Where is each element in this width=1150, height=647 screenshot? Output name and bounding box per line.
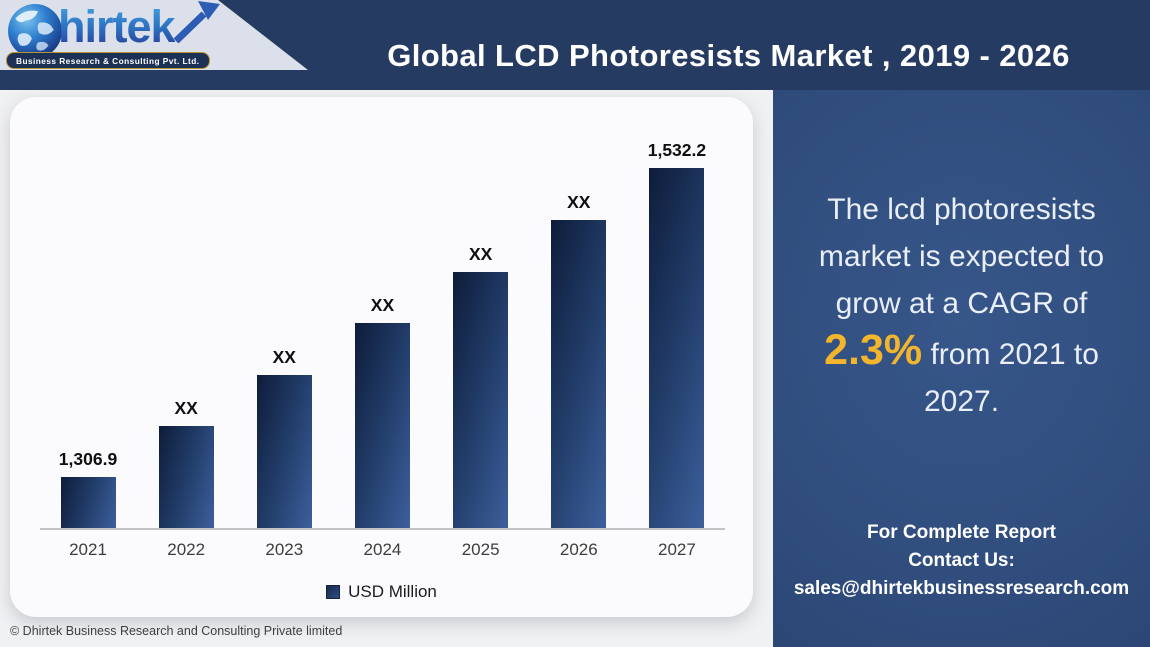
legend-color-swatch <box>326 585 341 599</box>
sidebar: The lcd photoresists market is expected … <box>773 90 1150 647</box>
chart-legend: USD Million <box>10 582 753 602</box>
summary-line-rest: from 2021 to <box>930 338 1099 371</box>
x-tick-2023: 2023 <box>265 540 304 559</box>
bar-value-label-2023: XX <box>272 347 296 367</box>
bar-2027[interactable] <box>649 168 705 528</box>
bar-group-2022: XX <box>138 398 234 528</box>
summary-line-cagr: 2.3% from 2021 to <box>787 327 1136 378</box>
bars-row: 1,306.9 XX XX XX XX XX 1,532.2 <box>40 120 725 530</box>
legend-label: USD Million <box>348 582 437 601</box>
bar-2024[interactable] <box>354 323 410 528</box>
copyright-note: © Dhirtek Business Research and Consulti… <box>10 624 343 638</box>
header-banner: hirtek Business Research & Consulting Pv… <box>0 0 1150 90</box>
bar-2026[interactable] <box>551 220 607 528</box>
company-logo: hirtek Business Research & Consulting Pv… <box>0 0 308 70</box>
page-title: Global LCD Photoresists Market , 2019 - … <box>387 38 1070 73</box>
bar-group-2027: 1,532.2 <box>629 140 725 528</box>
contact-email[interactable]: sales@dhirtekbusinessresearch.com <box>793 578 1130 599</box>
market-summary: The lcd photoresists market is expected … <box>773 90 1150 425</box>
x-axis-ticks: 2021 2022 2023 2024 2025 2026 2027 <box>40 540 725 560</box>
x-tick-2025: 2025 <box>461 540 500 559</box>
bar-value-label-2025: XX <box>468 244 493 264</box>
bar-group-2021: 1,306.9 <box>40 449 136 528</box>
bar-2025[interactable] <box>453 272 509 528</box>
growth-arrow-icon <box>173 1 220 43</box>
x-tick-2024: 2024 <box>363 540 402 559</box>
bar-value-label-2024: XX <box>370 295 395 315</box>
contact-block: For Complete Report Contact Us: sales@dh… <box>773 519 1150 603</box>
brand-wordmark: hirtek <box>58 1 176 52</box>
x-tick-2027: 2027 <box>658 540 696 559</box>
summary-line: 2027. <box>923 385 1000 418</box>
x-tick-2022: 2022 <box>167 540 206 559</box>
bar-value-label-2027: 1,532.2 <box>647 140 707 160</box>
bar-2022[interactable] <box>158 426 214 528</box>
summary-line: The lcd photoresists <box>827 193 1096 226</box>
logo-tagline: Business Research & Consulting Pvt. Ltd. <box>6 52 210 69</box>
globe-logo-icon <box>8 4 62 58</box>
bar-value-label-2022: XX <box>174 398 198 418</box>
bar-value-label-2021: 1,306.9 <box>58 449 118 469</box>
chart-card: 1,306.9 XX XX XX XX XX 1,532.2 2021 2022 2023 202… <box>10 97 753 617</box>
bar-value-label-2026: XX <box>567 192 591 212</box>
contact-subheading: Contact Us: <box>908 550 1015 571</box>
bar-group-2026: XX <box>531 192 627 528</box>
summary-line: grow at a CAGR of <box>835 287 1088 320</box>
bar-2021[interactable] <box>60 477 116 528</box>
x-tick-2021: 2021 <box>69 540 107 559</box>
cagr-value: 2.3% <box>824 326 923 374</box>
bar-group-2023: XX <box>236 347 332 528</box>
contact-heading: For Complete Report <box>867 522 1056 543</box>
bar-group-2025: XX <box>433 244 529 528</box>
x-tick-2026: 2026 <box>559 540 598 559</box>
bar-group-2024: XX <box>334 295 430 528</box>
summary-line: market is expected to <box>818 240 1105 273</box>
bar-2023[interactable] <box>256 375 312 528</box>
